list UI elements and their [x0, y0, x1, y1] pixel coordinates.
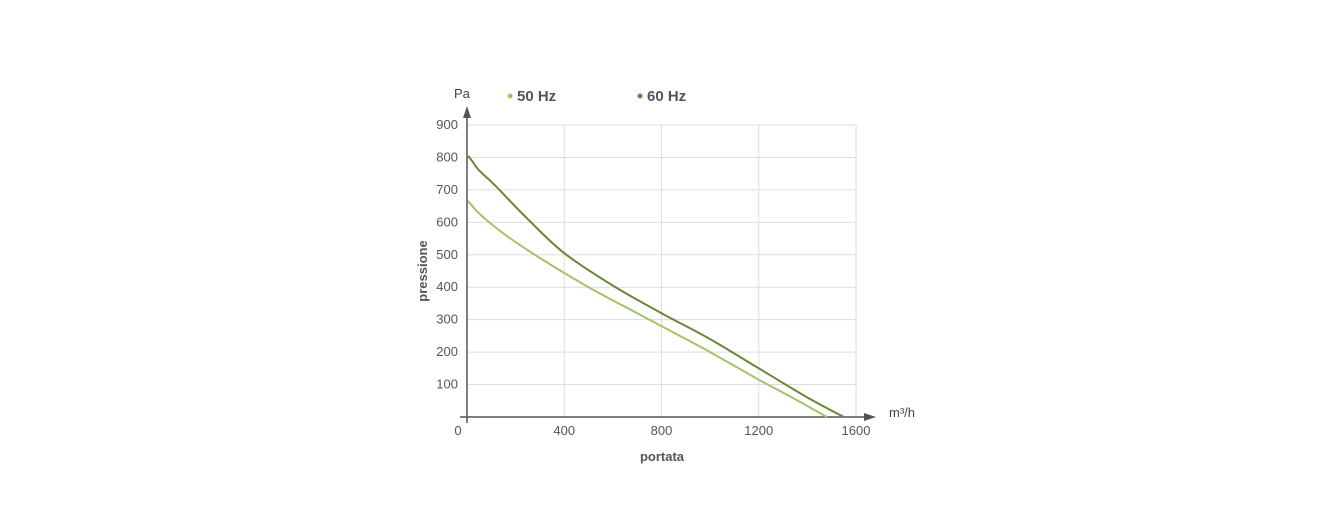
y-tick-label: 500: [436, 247, 458, 262]
y-tick-label: 800: [436, 149, 458, 164]
y-axis-unit: Pa: [454, 86, 471, 101]
legend-label-60hz: 60 Hz: [647, 88, 686, 105]
y-tick-label: 300: [436, 312, 458, 327]
chart-axes: [460, 106, 876, 423]
y-axis-title: pressione: [415, 240, 430, 301]
chart-tick-labels: 100 200 300 400 500 600 700 800 900 0 400 800 1200 16…: [436, 117, 870, 438]
series-line-50hz: [467, 200, 828, 418]
y-tick-label: 700: [436, 182, 458, 197]
legend-dot-60hz: [637, 93, 643, 99]
legend: 50 Hz 60 Hz: [507, 88, 686, 105]
y-tick-label: 900: [436, 117, 458, 132]
chart-grid: [467, 124, 857, 417]
x-tick-label: 0: [454, 423, 461, 438]
x-axis-unit: m³/h: [889, 405, 915, 420]
series-line-60hz: [467, 155, 845, 418]
y-axis-arrow: [463, 106, 471, 118]
chart-series-lines: [467, 155, 845, 418]
x-tick-label: 1600: [842, 423, 871, 438]
x-axis-title: portata: [640, 449, 685, 464]
x-tick-label: 1200: [744, 423, 773, 438]
x-tick-label: 400: [553, 423, 575, 438]
legend-dot-50hz: [507, 93, 513, 99]
legend-label-50hz: 50 Hz: [517, 88, 556, 105]
y-tick-label: 400: [436, 279, 458, 294]
y-tick-label: 100: [436, 377, 458, 392]
y-tick-label: 600: [436, 214, 458, 229]
x-axis-arrow: [864, 413, 876, 421]
x-tick-label: 800: [651, 423, 673, 438]
y-tick-label: 200: [436, 344, 458, 359]
